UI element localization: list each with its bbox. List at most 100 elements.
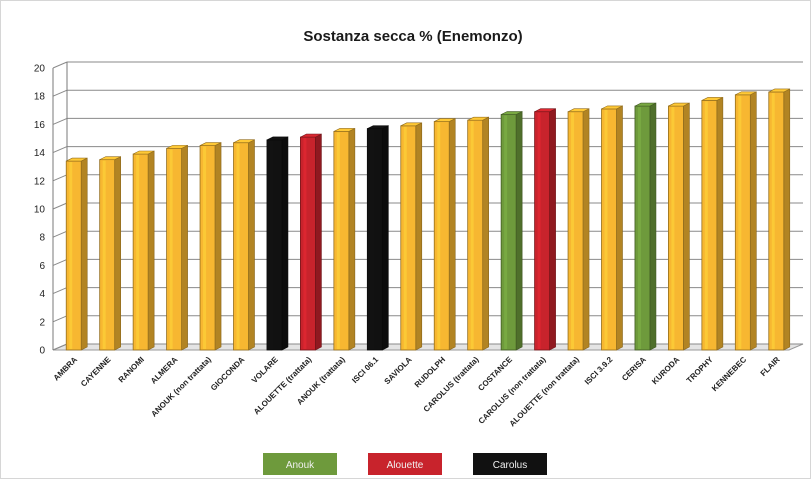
- chart-title: Sostanza secca % (Enemonzo): [303, 28, 522, 45]
- bar-highlight: [604, 109, 608, 349]
- bar-side: [80, 157, 88, 351]
- legend-item: Anouk: [263, 453, 337, 475]
- bar-front: [433, 121, 450, 351]
- bar-front: [734, 94, 751, 351]
- bar-front: [500, 114, 517, 351]
- bar-top: [601, 105, 623, 110]
- bar: [500, 111, 523, 351]
- x-tick-label: SAVIOLA: [383, 355, 414, 386]
- bar: [199, 142, 222, 351]
- bar-top: [467, 116, 489, 121]
- bar-top: [333, 128, 355, 132]
- bar: [166, 144, 188, 351]
- x-tick-label: KENNEBEC: [710, 355, 748, 393]
- bar: [132, 150, 155, 351]
- x-tick-label: CAYENNE: [79, 355, 113, 389]
- x-tick-label: ALMERA: [149, 355, 180, 386]
- bar: [467, 116, 489, 351]
- bar-highlight: [537, 112, 541, 350]
- x-tick-label: ALOUETTE (trattata): [252, 355, 314, 417]
- bar-front: [534, 111, 550, 351]
- bar-top: [133, 150, 155, 155]
- legend-swatch: [473, 453, 547, 475]
- bar-side: [415, 122, 423, 351]
- y-tick-label: 20: [34, 64, 46, 75]
- gridline-depth: [52, 287, 68, 295]
- bar-side: [482, 116, 489, 351]
- x-tick-label: GIOCONDA: [209, 355, 247, 393]
- x-tick-label: AMBRA: [52, 355, 80, 383]
- bar-top: [400, 122, 422, 127]
- y-tick-label: 12: [34, 176, 46, 187]
- bar-highlight: [470, 121, 474, 349]
- bar-front: [567, 111, 584, 351]
- bar-highlight: [69, 162, 73, 349]
- x-tick-label: RUDOLPH: [413, 355, 447, 389]
- bar-top: [300, 133, 322, 138]
- y-tick-labels: 0 2 4 6 8 10 12 14 16 18 20: [34, 64, 46, 357]
- bar-highlight: [738, 95, 742, 349]
- legend-item: Alouette: [368, 453, 442, 475]
- bar-highlight: [169, 149, 173, 349]
- bar: [567, 108, 590, 351]
- legend-label: Alouette: [387, 460, 424, 471]
- x-tick-label: VOLARE: [250, 355, 280, 385]
- bar-front: [166, 147, 182, 351]
- bar: [433, 118, 456, 351]
- bar-highlight: [136, 155, 140, 349]
- bar-front: [467, 119, 484, 351]
- y-tick-label: 4: [39, 289, 45, 300]
- y-tick-label: 14: [34, 148, 46, 159]
- legend-swatch: [263, 453, 337, 475]
- bar-top: [233, 139, 255, 144]
- legend-swatch: [368, 453, 442, 475]
- bar: [634, 102, 657, 351]
- bar-side: [515, 111, 523, 351]
- bar-top: [668, 102, 690, 107]
- y-tick-label: 6: [39, 261, 45, 272]
- bar: [534, 108, 556, 351]
- bar-highlight: [303, 138, 307, 349]
- bar-side: [348, 127, 356, 351]
- legend: Anouk Alouette Carolus: [263, 453, 547, 475]
- bar-front: [199, 145, 216, 351]
- bar-highlight: [236, 143, 240, 349]
- x-tick-label: ISCI 3.9.2: [583, 355, 615, 387]
- bar-top: [99, 156, 121, 160]
- bar-highlight: [203, 146, 207, 349]
- bar-front: [668, 105, 684, 351]
- gridline-depth: [52, 174, 68, 182]
- bar-front: [333, 131, 350, 351]
- y-tick-label: 8: [39, 233, 45, 244]
- bar-highlight: [704, 101, 708, 350]
- x-tick-label: CERISA: [620, 355, 648, 383]
- legend-item: Carolus: [473, 453, 547, 475]
- bar-top: [166, 145, 188, 149]
- gridline-depth: [52, 117, 68, 125]
- bar-front: [768, 91, 785, 351]
- x-tick-label: CAROLUS (trattata): [422, 355, 481, 414]
- chart-floor: [52, 343, 804, 351]
- gridline-depth: [52, 146, 68, 154]
- bar-front: [266, 139, 283, 351]
- y-tick-label: 10: [34, 205, 46, 216]
- bar-side: [582, 108, 590, 351]
- bar-side: [649, 102, 657, 351]
- x-tick-label: RANOMI: [117, 355, 146, 384]
- bar-side: [114, 156, 121, 351]
- bar-highlight: [269, 140, 273, 349]
- bar-front: [233, 142, 249, 351]
- bar: [333, 127, 356, 351]
- gridline-depth: [52, 61, 68, 69]
- bar-highlight: [336, 132, 340, 349]
- gridline-depth: [52, 315, 68, 323]
- bar-front: [634, 105, 651, 351]
- bar-highlight: [571, 112, 575, 350]
- bar-highlight: [771, 92, 775, 349]
- bar-front: [366, 128, 383, 351]
- y-tick-label: 2: [39, 317, 45, 328]
- bar-front: [132, 153, 149, 351]
